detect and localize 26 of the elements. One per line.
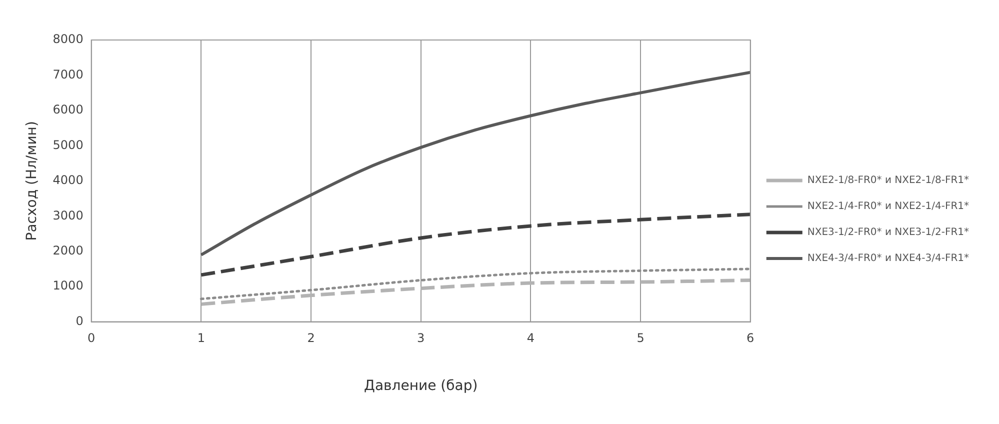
x-tick-label: 4: [526, 331, 535, 346]
y-tick-label: 2000: [52, 243, 84, 258]
y-tick-label: 1000: [52, 278, 84, 293]
y-tick-label: 5000: [52, 138, 84, 152]
y-tick-label: 0: [76, 314, 84, 328]
x-tick-label: 0: [88, 331, 96, 346]
y-tick-label: 4000: [52, 173, 84, 188]
line-series: [199, 278, 750, 306]
x-tick-label: 6: [746, 331, 754, 346]
y-tick-label: 8000: [52, 32, 84, 46]
x-tick-label: 3: [417, 331, 425, 346]
legend-label: NXE4-3/4-FR0* и NXE4-3/4-FR1*: [807, 253, 970, 264]
y-tick-label: 6000: [52, 102, 84, 117]
y-axis-title: Расход (Нл/мин): [24, 121, 40, 241]
x-tick-label: 5: [636, 331, 644, 346]
legend-label: NXE2-1/4-FR0* и NXE2-1/4-FR1*: [807, 201, 970, 212]
x-axis-title: Давление (бар): [364, 378, 478, 394]
x-tick-label: 2: [307, 331, 315, 346]
legend-label: NXE3-1/2-FR0* и NXE3-1/2-FR1*: [807, 227, 970, 238]
y-tick-label: 7000: [52, 67, 84, 82]
line-series: [200, 70, 750, 256]
x-tick-label: 1: [197, 331, 205, 346]
y-tick-label: 3000: [52, 208, 84, 222]
legend-label: NXE2-1/8-FR0* и NXE2-1/8-FR1*: [807, 175, 970, 186]
line-series: [200, 268, 750, 300]
line-series: [199, 212, 750, 277]
